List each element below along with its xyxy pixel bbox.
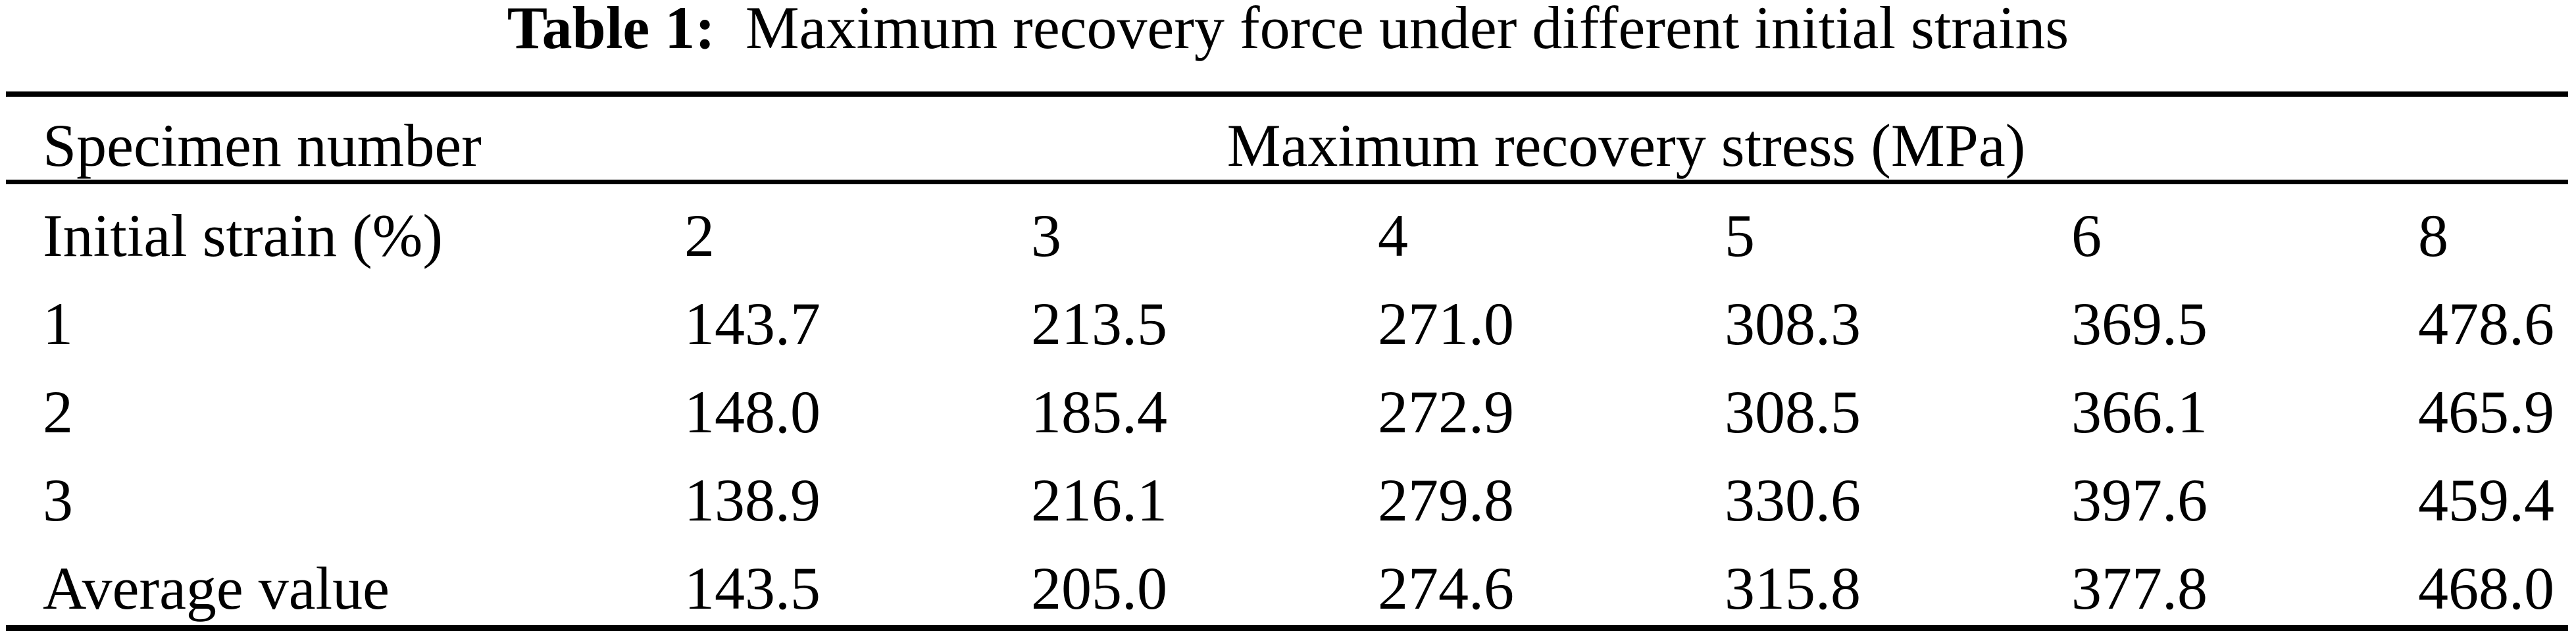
row-label: 2 bbox=[43, 378, 73, 445]
table-row-average: Average value 143.5 205.0 274.6 315.8 37… bbox=[6, 544, 2568, 632]
table-caption: Table 1: Maximum recovery force under dif… bbox=[0, 0, 2576, 58]
table-cell: 279.8 bbox=[1378, 467, 1514, 534]
table-cell: 148.0 bbox=[684, 378, 821, 445]
table-caption-text: Maximum recovery force under different i… bbox=[745, 0, 2069, 61]
header-rule-spacer bbox=[6, 187, 2568, 191]
header-max-recovery-stress: Maximum recovery stress (MPa) bbox=[1226, 112, 2026, 179]
table-cell: 397.6 bbox=[2071, 467, 2208, 534]
table-cell: 330.6 bbox=[1725, 467, 1861, 534]
table-cell: 213.5 bbox=[1031, 290, 1167, 357]
row-label: 1 bbox=[43, 290, 73, 357]
table-bottom-rule bbox=[6, 625, 2568, 631]
header-specimen-number: Specimen number bbox=[43, 112, 482, 179]
strain-col-6: 6 bbox=[2071, 202, 2102, 269]
table-cell: 366.1 bbox=[2071, 378, 2208, 445]
table-cell: 272.9 bbox=[1378, 378, 1514, 445]
table-row-specimen-1: 1 143.7 213.5 271.0 308.3 369.5 478.6 bbox=[6, 280, 2568, 368]
table-top-rule bbox=[6, 91, 2568, 97]
strain-col-5: 5 bbox=[1725, 202, 1755, 269]
table-cell: 185.4 bbox=[1031, 378, 1167, 445]
table-cell: 468.0 bbox=[2418, 555, 2554, 622]
strain-col-2: 2 bbox=[684, 202, 715, 269]
table-cell: 274.6 bbox=[1378, 555, 1514, 622]
table-row-specimen-2: 2 148.0 185.4 272.9 308.5 366.1 465.9 bbox=[6, 368, 2568, 456]
table-caption-number: Table 1: bbox=[507, 0, 715, 61]
table-cell: 308.3 bbox=[1725, 290, 1861, 357]
subheader-row-initial-strain: Initial strain (%) 2 3 4 5 6 8 bbox=[6, 191, 2568, 280]
table-header-rule bbox=[6, 180, 2568, 184]
table-cell: 216.1 bbox=[1031, 467, 1167, 534]
subheader-label: Initial strain (%) bbox=[43, 202, 443, 269]
table-header-row: Specimen number Maximum recovery stress … bbox=[6, 104, 2568, 187]
table-cell: 138.9 bbox=[684, 467, 821, 534]
table-cell: 205.0 bbox=[1031, 555, 1167, 622]
table-body: Specimen number Maximum recovery stress … bbox=[6, 104, 2568, 632]
table-cell: 377.8 bbox=[2071, 555, 2208, 622]
table-cell: 315.8 bbox=[1725, 555, 1861, 622]
table-row-specimen-3: 3 138.9 216.1 279.8 330.6 397.6 459.4 bbox=[6, 456, 2568, 544]
row-label: Average value bbox=[43, 555, 390, 622]
table-cell: 465.9 bbox=[2418, 378, 2554, 445]
strain-col-3: 3 bbox=[1031, 202, 1061, 269]
table-cell: 459.4 bbox=[2418, 467, 2554, 534]
table-cell: 478.6 bbox=[2418, 290, 2554, 357]
table-cell: 271.0 bbox=[1378, 290, 1514, 357]
table-cell: 143.5 bbox=[684, 555, 821, 622]
table-cell: 308.5 bbox=[1725, 378, 1861, 445]
row-label: 3 bbox=[43, 467, 73, 534]
strain-col-8: 8 bbox=[2418, 202, 2448, 269]
strain-col-4: 4 bbox=[1378, 202, 1408, 269]
table-cell: 143.7 bbox=[684, 290, 821, 357]
table-cell: 369.5 bbox=[2071, 290, 2208, 357]
